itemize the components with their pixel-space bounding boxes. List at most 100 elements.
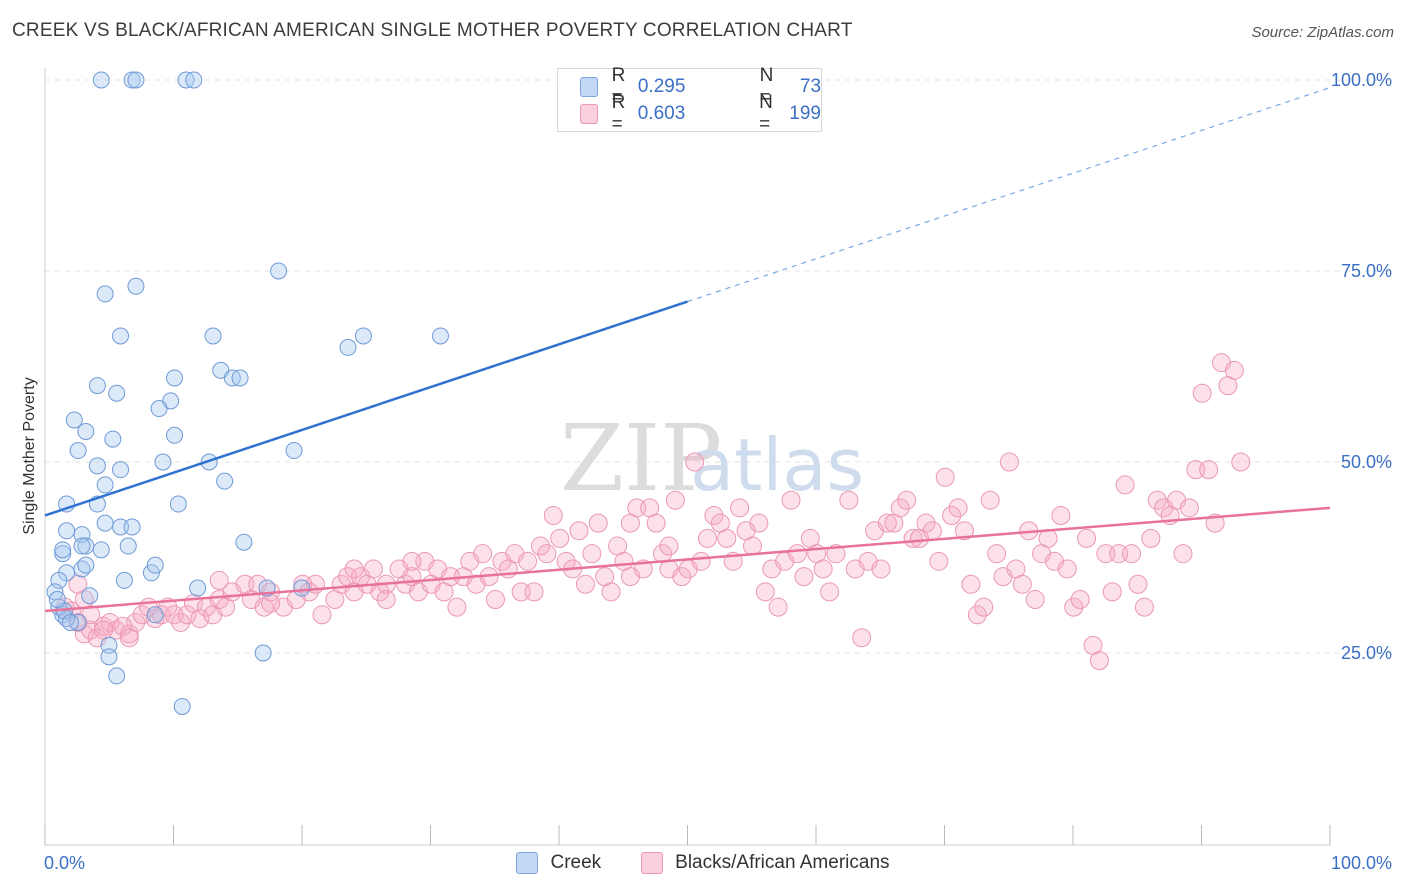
point-black-126 bbox=[948, 498, 968, 518]
point-black-169 bbox=[1224, 360, 1244, 380]
point-black-123 bbox=[929, 551, 949, 571]
point-creek-67 bbox=[173, 697, 191, 715]
chart-title: CREEK VS BLACK/AFRICAN AMERICAN SINGLE M… bbox=[12, 20, 853, 41]
legend-item-creek: Creek bbox=[516, 852, 601, 874]
point-black-157 bbox=[1147, 490, 1167, 510]
point-black-64 bbox=[530, 536, 550, 556]
point-black-7 bbox=[100, 612, 120, 632]
point-black-183 bbox=[447, 597, 467, 617]
point-black-118 bbox=[897, 490, 917, 510]
y-tick-label-0: 25.0% bbox=[1341, 643, 1392, 663]
point-black-57 bbox=[473, 544, 493, 564]
series-legend: Creek Blacks/African Americans bbox=[0, 852, 1406, 874]
point-black-153 bbox=[1122, 544, 1142, 564]
point-creek-55 bbox=[81, 587, 99, 605]
point-black-67 bbox=[550, 528, 570, 548]
point-creek-18 bbox=[108, 384, 126, 402]
point-black-188 bbox=[659, 536, 679, 556]
point-black-63 bbox=[518, 551, 538, 571]
point-black-107 bbox=[820, 582, 840, 602]
point-black-97 bbox=[755, 582, 775, 602]
point-black-128 bbox=[961, 574, 981, 594]
point-creek-9 bbox=[204, 327, 222, 345]
point-black-16 bbox=[171, 612, 191, 632]
n-value-creek: 73 bbox=[799, 76, 822, 97]
point-black-122 bbox=[922, 521, 942, 541]
point-creek-7 bbox=[96, 285, 114, 303]
point-black-19 bbox=[190, 609, 210, 629]
point-black-109 bbox=[839, 490, 859, 510]
trend-black bbox=[44, 506, 1331, 613]
point-creek-52 bbox=[142, 564, 160, 582]
watermark-zip: ZIP bbox=[560, 405, 722, 512]
point-black-17 bbox=[177, 605, 197, 625]
point-black-138 bbox=[1025, 590, 1045, 610]
point-black-143 bbox=[1057, 559, 1077, 579]
point-creek-36 bbox=[96, 514, 114, 532]
x-tick-label-1: 100.0% bbox=[1331, 853, 1392, 873]
point-creek-51 bbox=[77, 556, 95, 574]
point-creek-10 bbox=[354, 327, 372, 345]
point-black-111 bbox=[852, 628, 872, 648]
point-creek-27 bbox=[154, 453, 172, 471]
point-black-124 bbox=[935, 467, 955, 487]
point-black-178 bbox=[209, 570, 229, 590]
point-black-95 bbox=[742, 536, 762, 556]
point-creek-5 bbox=[270, 262, 288, 280]
point-black-182 bbox=[402, 551, 422, 571]
point-creek-34 bbox=[169, 495, 187, 513]
point-creek-29 bbox=[88, 457, 106, 475]
point-black-162 bbox=[1179, 498, 1199, 518]
point-black-89 bbox=[704, 505, 724, 525]
point-creek-54 bbox=[115, 571, 133, 589]
point-creek-45 bbox=[54, 545, 72, 563]
point-black-181 bbox=[376, 590, 396, 610]
point-creek-64 bbox=[100, 648, 118, 666]
legend-row-creek: R = 0.295 N = 73 bbox=[580, 65, 822, 108]
point-creek-17 bbox=[88, 377, 106, 395]
point-creek-72 bbox=[48, 591, 66, 609]
point-black-96 bbox=[749, 513, 769, 533]
point-creek-30 bbox=[112, 461, 130, 479]
legend-label-creek: Creek bbox=[550, 852, 602, 873]
point-black-103 bbox=[794, 567, 814, 587]
point-black-11 bbox=[132, 605, 152, 625]
point-black-165 bbox=[1199, 460, 1219, 480]
axes bbox=[44, 68, 1331, 846]
series-black-points bbox=[55, 353, 1251, 671]
legend-swatch-creek bbox=[580, 77, 598, 97]
y-tick-label-2: 75.0% bbox=[1341, 261, 1392, 281]
point-creek-66 bbox=[108, 667, 126, 685]
point-creek-12 bbox=[339, 338, 357, 356]
chart-source: Source: ZipAtlas.com bbox=[1251, 24, 1394, 41]
point-black-99 bbox=[768, 597, 788, 617]
legend-item-black: Blacks/African Americans bbox=[641, 852, 890, 874]
point-black-121 bbox=[916, 513, 936, 533]
point-black-72 bbox=[588, 513, 608, 533]
point-black-70 bbox=[569, 521, 589, 541]
point-creek-56 bbox=[189, 579, 207, 597]
point-black-189 bbox=[691, 551, 711, 571]
point-black-179 bbox=[261, 593, 281, 613]
point-black-125 bbox=[942, 505, 962, 525]
point-black-74 bbox=[601, 582, 621, 602]
point-creek-39 bbox=[58, 522, 76, 540]
point-creek-20 bbox=[150, 400, 168, 418]
point-creek-31 bbox=[216, 472, 234, 490]
point-creek-26 bbox=[285, 442, 303, 460]
point-black-115 bbox=[877, 513, 897, 533]
point-black-87 bbox=[685, 452, 705, 472]
point-creek-43 bbox=[119, 537, 137, 555]
r-label-creek: R = bbox=[611, 65, 626, 108]
point-black-117 bbox=[890, 498, 910, 518]
point-creek-11 bbox=[432, 327, 449, 345]
point-black-176 bbox=[119, 628, 139, 648]
point-creek-2 bbox=[127, 71, 145, 89]
point-black-108 bbox=[826, 544, 846, 564]
n-value-black: 199 bbox=[789, 103, 821, 124]
point-black-145 bbox=[1070, 590, 1090, 610]
watermark: ZIP atlas bbox=[560, 405, 864, 512]
trend-lines bbox=[44, 87, 1331, 613]
point-black-186 bbox=[575, 574, 595, 594]
point-creek-71 bbox=[61, 613, 79, 631]
